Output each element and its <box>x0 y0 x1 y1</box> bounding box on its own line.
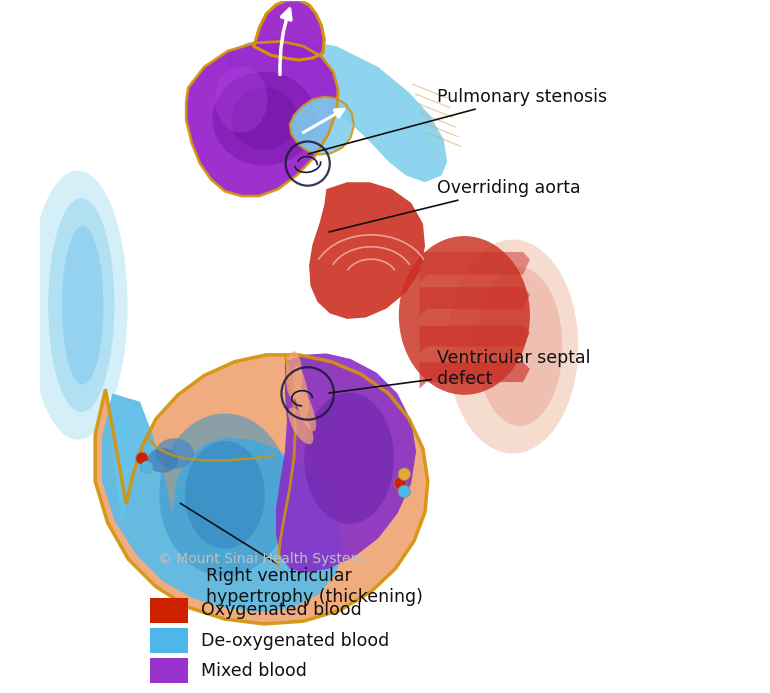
Ellipse shape <box>288 407 313 444</box>
Text: Ventricular septal
defect: Ventricular septal defect <box>329 349 591 393</box>
Polygon shape <box>420 362 530 389</box>
Text: De-oxygenated blood: De-oxygenated blood <box>201 631 389 649</box>
Polygon shape <box>420 287 530 316</box>
Text: Pulmonary stenosis: Pulmonary stenosis <box>308 87 607 154</box>
Ellipse shape <box>295 386 316 432</box>
Ellipse shape <box>477 267 562 426</box>
Ellipse shape <box>213 72 316 166</box>
Text: © Mount Sinai Health System: © Mount Sinai Health System <box>158 552 363 566</box>
Polygon shape <box>276 353 416 573</box>
Ellipse shape <box>231 88 297 150</box>
Polygon shape <box>254 0 324 60</box>
Bar <box>150 628 189 653</box>
Ellipse shape <box>304 393 394 524</box>
Bar <box>150 658 189 683</box>
Text: Oxygenated blood: Oxygenated blood <box>201 601 361 619</box>
Ellipse shape <box>185 441 265 549</box>
Polygon shape <box>186 42 338 196</box>
Polygon shape <box>95 355 428 624</box>
Ellipse shape <box>62 226 103 385</box>
Polygon shape <box>216 37 447 182</box>
Polygon shape <box>420 326 530 353</box>
Text: Mixed blood: Mixed blood <box>201 662 306 680</box>
Circle shape <box>136 452 149 464</box>
Ellipse shape <box>286 351 302 400</box>
Circle shape <box>394 477 407 489</box>
Polygon shape <box>290 96 354 155</box>
Circle shape <box>398 485 410 498</box>
Bar <box>150 598 189 622</box>
Text: Overriding aorta: Overriding aorta <box>329 179 581 232</box>
Ellipse shape <box>28 170 128 439</box>
Ellipse shape <box>447 240 578 453</box>
Circle shape <box>141 461 153 473</box>
Ellipse shape <box>148 448 178 473</box>
Ellipse shape <box>156 438 194 468</box>
Polygon shape <box>102 394 342 612</box>
Ellipse shape <box>399 236 530 395</box>
Polygon shape <box>420 252 530 282</box>
Ellipse shape <box>49 198 115 412</box>
Circle shape <box>398 468 410 480</box>
Ellipse shape <box>293 365 309 417</box>
Polygon shape <box>309 182 425 319</box>
Ellipse shape <box>159 414 290 577</box>
Ellipse shape <box>215 67 268 132</box>
Text: Right ventricular
hypertrophy (thickening): Right ventricular hypertrophy (thickenin… <box>180 503 423 606</box>
